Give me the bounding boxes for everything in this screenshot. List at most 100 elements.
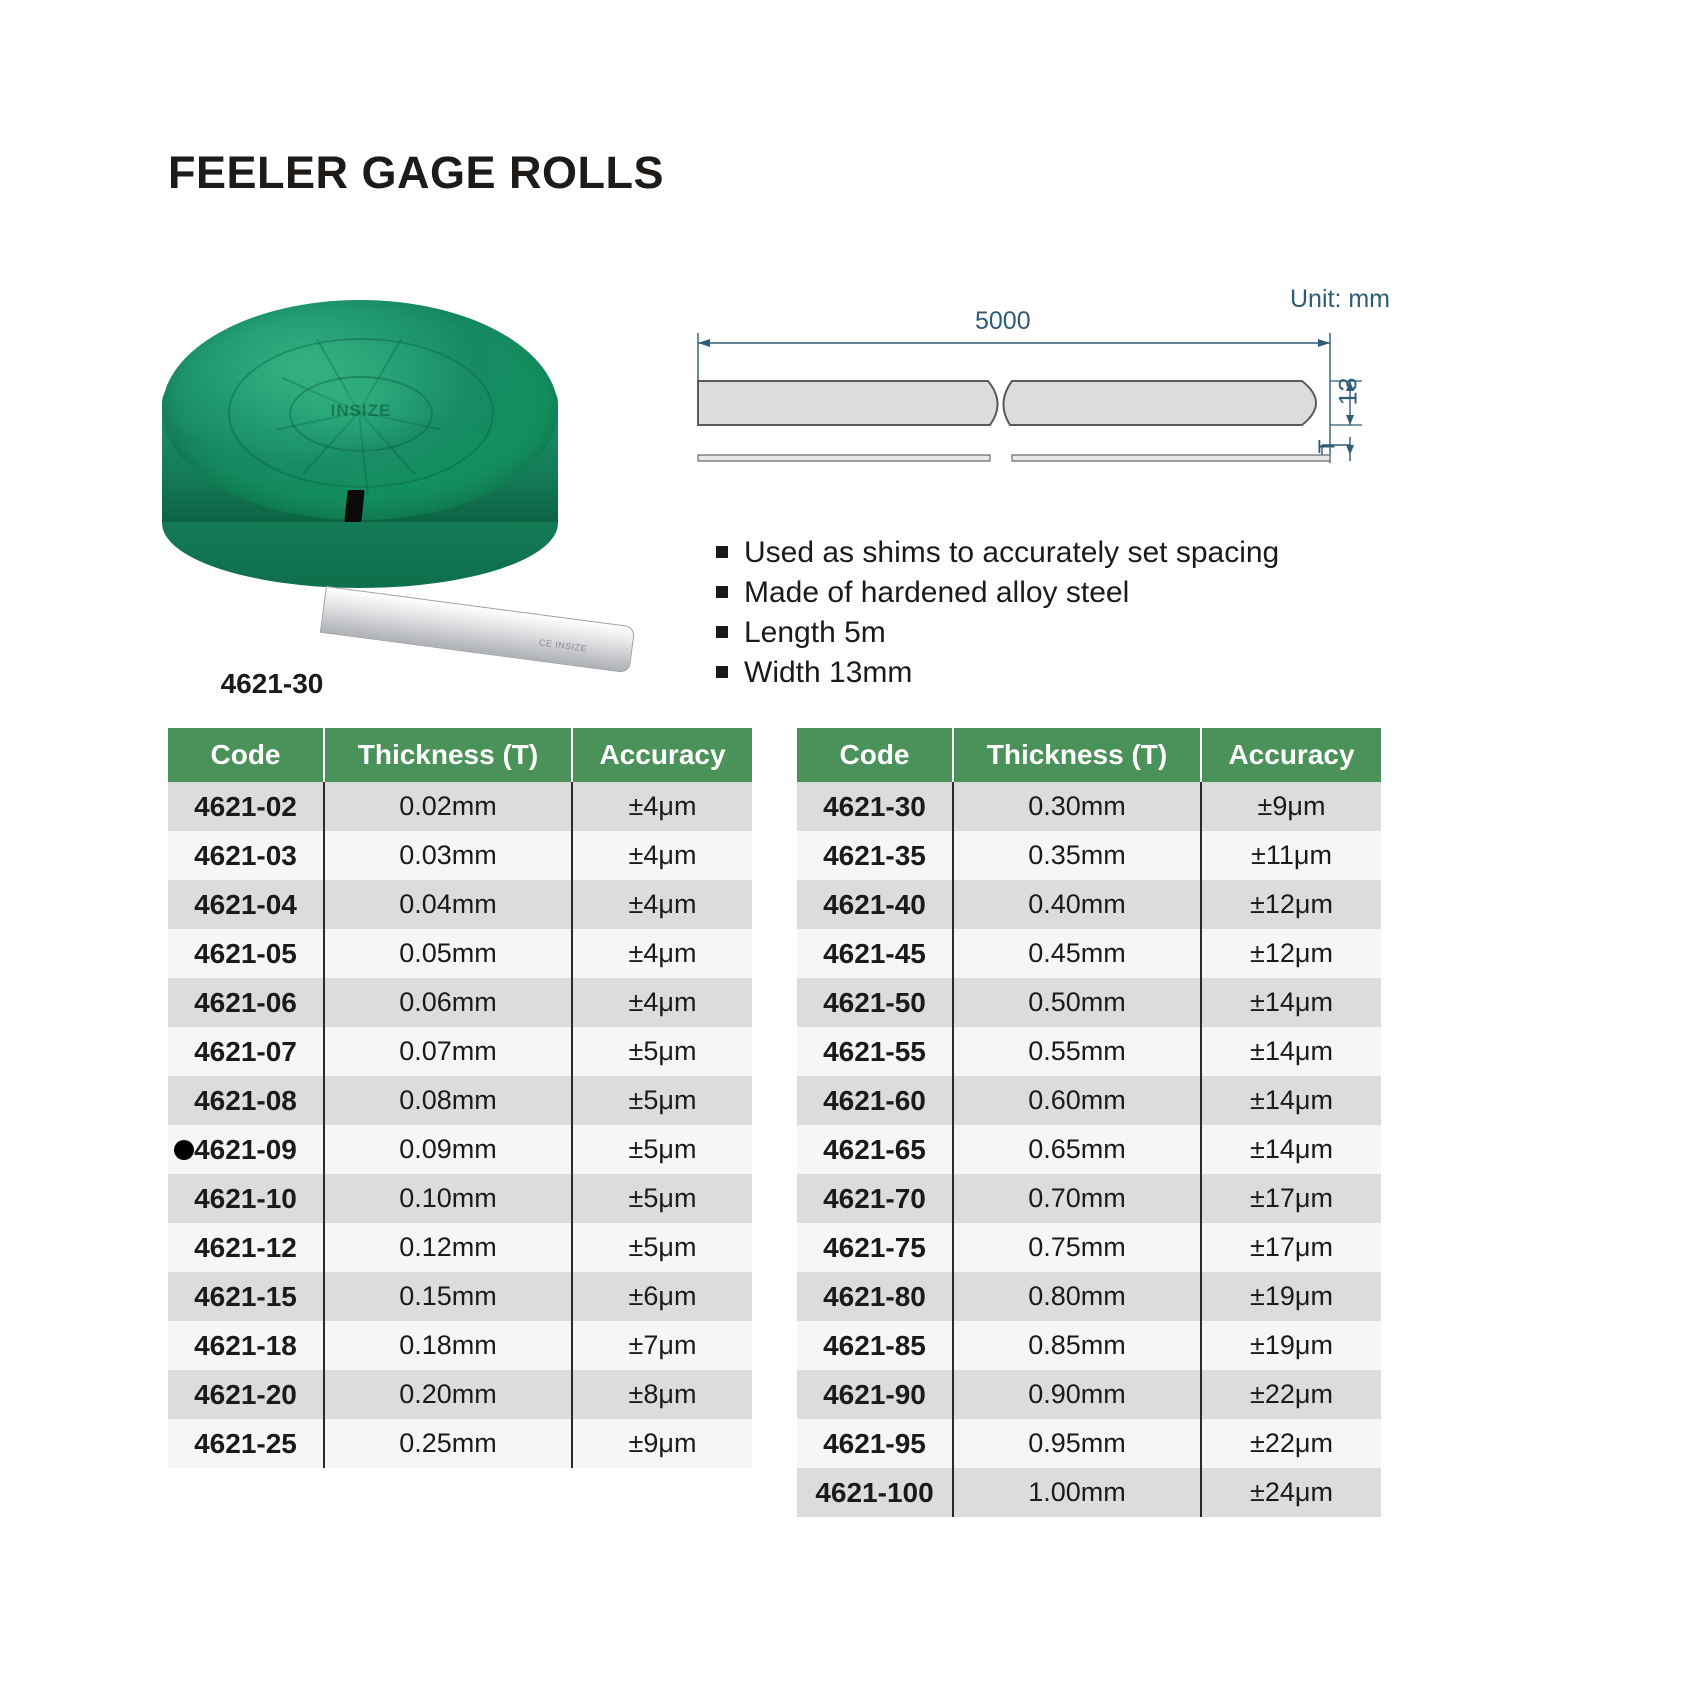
table-row[interactable]: 4621-18 0.18mm ±7μm <box>168 1321 752 1370</box>
table-row[interactable]: 4621-65 0.65mm ±14μm <box>797 1125 1381 1174</box>
cell-code: 4621-95 <box>797 1419 954 1468</box>
cell-accuracy: ±6μm <box>572 1272 752 1321</box>
cell-accuracy: ±24μm <box>1201 1468 1381 1517</box>
cell-accuracy: ±14μm <box>1201 978 1381 1027</box>
cell-code: 4621-06 <box>168 978 325 1027</box>
cell-code: 4621-20 <box>168 1370 325 1419</box>
cell-code: 4621-10 <box>168 1174 325 1223</box>
table-row[interactable]: 4621-04 0.04mm ±4μm <box>168 880 752 929</box>
cell-code: 4621-50 <box>797 978 954 1027</box>
table-row[interactable]: 4621-30 0.30mm ±9μm <box>797 782 1381 831</box>
table-left-body: 4621-02 0.02mm ±4μm 4621-03 0.03mm ±4μm 4621-0… <box>168 782 752 1468</box>
technical-drawing: Unit: mm 5000 13 T <box>690 285 1390 495</box>
cell-accuracy: ±5μm <box>572 1174 752 1223</box>
header-thickness: Thickness (T) <box>324 728 573 782</box>
cell-code: 4621-40 <box>797 880 954 929</box>
table-row[interactable]: 4621-02 0.02mm ±4μm <box>168 782 752 831</box>
table-row[interactable]: 4621-55 0.55mm ±14μm <box>797 1027 1381 1076</box>
table-row[interactable]: 4621-35 0.35mm ±11μm <box>797 831 1381 880</box>
cell-accuracy: ±4μm <box>572 880 752 929</box>
cell-thickness: 0.04mm <box>324 880 573 929</box>
cell-accuracy: ±5μm <box>572 1125 752 1174</box>
table-row[interactable]: 4621-40 0.40mm ±12μm <box>797 880 1381 929</box>
feature-item: Length 5m <box>716 613 1279 653</box>
cell-thickness: 0.30mm <box>953 782 1202 831</box>
cell-thickness: 0.08mm <box>324 1076 573 1125</box>
table-row[interactable]: 4621-100 1.00mm ±24μm <box>797 1468 1381 1517</box>
table-row[interactable]: 4621-90 0.90mm ±22μm <box>797 1370 1381 1419</box>
cell-code: 4621-07 <box>168 1027 325 1076</box>
table-row[interactable]: 4621-03 0.03mm ±4μm <box>168 831 752 880</box>
cell-code: 4621-80 <box>797 1272 954 1321</box>
cell-thickness: 0.15mm <box>324 1272 573 1321</box>
cell-code: 4621-04 <box>168 880 325 929</box>
cell-code: 4621-18 <box>168 1321 325 1370</box>
cell-code: 4621-09 <box>168 1125 325 1174</box>
cell-thickness: 0.09mm <box>324 1125 573 1174</box>
cell-thickness: 0.45mm <box>953 929 1202 978</box>
header-code: Code <box>797 728 954 782</box>
feeler-gage-reel-image: INSIZE CE INSIZE <box>150 290 636 674</box>
table-row[interactable]: 4621-07 0.07mm ±5μm <box>168 1027 752 1076</box>
cell-thickness: 0.75mm <box>953 1223 1202 1272</box>
cell-thickness: 0.65mm <box>953 1125 1202 1174</box>
cell-thickness: 0.50mm <box>953 978 1202 1027</box>
cell-thickness: 0.05mm <box>324 929 573 978</box>
table-row[interactable]: 4621-75 0.75mm ±17μm <box>797 1223 1381 1272</box>
cell-accuracy: ±8μm <box>572 1370 752 1419</box>
length-dimension-label: 5000 <box>975 307 1031 335</box>
product-figure: INSIZE CE INSIZE <box>140 285 680 705</box>
cell-accuracy: ±11μm <box>1201 831 1381 880</box>
cell-thickness: 0.18mm <box>324 1321 573 1370</box>
table-row[interactable]: 4621-85 0.85mm ±19μm <box>797 1321 1381 1370</box>
selected-marker-icon <box>174 1139 194 1160</box>
table-row[interactable]: 4621-12 0.12mm ±5μm <box>168 1223 752 1272</box>
cell-accuracy: ±17μm <box>1201 1223 1381 1272</box>
table-row[interactable]: 4621-50 0.50mm ±14μm <box>797 978 1381 1027</box>
table-row[interactable]: 4621-15 0.15mm ±6μm <box>168 1272 752 1321</box>
cell-thickness: 1.00mm <box>953 1468 1202 1517</box>
feature-item: Used as shims to accurately set spacing <box>716 533 1279 573</box>
cell-accuracy: ±14μm <box>1201 1027 1381 1076</box>
table-header-row: Code Thickness (T) Accuracy <box>168 728 752 782</box>
square-bullet-icon <box>716 626 728 638</box>
header-thickness: Thickness (T) <box>953 728 1202 782</box>
cell-accuracy: ±22μm <box>1201 1419 1381 1468</box>
cell-code: 4621-30 <box>797 782 954 831</box>
cell-code: 4621-60 <box>797 1076 954 1125</box>
table-row[interactable]: 4621-08 0.08mm ±5μm <box>168 1076 752 1125</box>
unit-label: Unit: mm <box>1290 285 1390 313</box>
cell-thickness: 0.07mm <box>324 1027 573 1076</box>
header-accuracy: Accuracy <box>572 728 752 782</box>
cell-accuracy: ±19μm <box>1201 1321 1381 1370</box>
cell-thickness: 0.03mm <box>324 831 573 880</box>
table-row[interactable]: 4621-20 0.20mm ±8μm <box>168 1370 752 1419</box>
cell-thickness: 0.40mm <box>953 880 1202 929</box>
cell-accuracy: ±19μm <box>1201 1272 1381 1321</box>
cell-thickness: 0.70mm <box>953 1174 1202 1223</box>
table-row[interactable]: 4621-25 0.25mm ±9μm <box>168 1419 752 1468</box>
product-model-caption: 4621-30 <box>220 668 324 699</box>
table-row[interactable]: 4621-70 0.70mm ±17μm <box>797 1174 1381 1223</box>
cell-thickness: 0.10mm <box>324 1174 573 1223</box>
table-row[interactable]: 4621-45 0.45mm ±12μm <box>797 929 1381 978</box>
square-bullet-icon <box>716 586 728 598</box>
cell-code: 4621-55 <box>797 1027 954 1076</box>
feature-item: Width 13mm <box>716 653 1279 693</box>
drawing-svg <box>697 333 1362 463</box>
table-row[interactable]: 4621-60 0.60mm ±14μm <box>797 1076 1381 1125</box>
cell-accuracy: ±17μm <box>1201 1174 1381 1223</box>
cell-thickness: 0.85mm <box>953 1321 1202 1370</box>
table-row[interactable]: 4621-09 0.09mm ±5μm <box>168 1125 752 1174</box>
feature-list: Used as shims to accurately set spacing … <box>716 533 1279 693</box>
table-row[interactable]: 4621-06 0.06mm ±4μm <box>168 978 752 1027</box>
table-row[interactable]: 4621-80 0.80mm ±19μm <box>797 1272 1381 1321</box>
table-row[interactable]: 4621-95 0.95mm ±22μm <box>797 1419 1381 1468</box>
cell-accuracy: ±9μm <box>572 1419 752 1468</box>
square-bullet-icon <box>716 546 728 558</box>
table-row[interactable]: 4621-05 0.05mm ±4μm <box>168 929 752 978</box>
cell-code: 4621-65 <box>797 1125 954 1174</box>
cell-thickness: 0.35mm <box>953 831 1202 880</box>
cell-code: 4621-70 <box>797 1174 954 1223</box>
table-row[interactable]: 4621-10 0.10mm ±5μm <box>168 1174 752 1223</box>
